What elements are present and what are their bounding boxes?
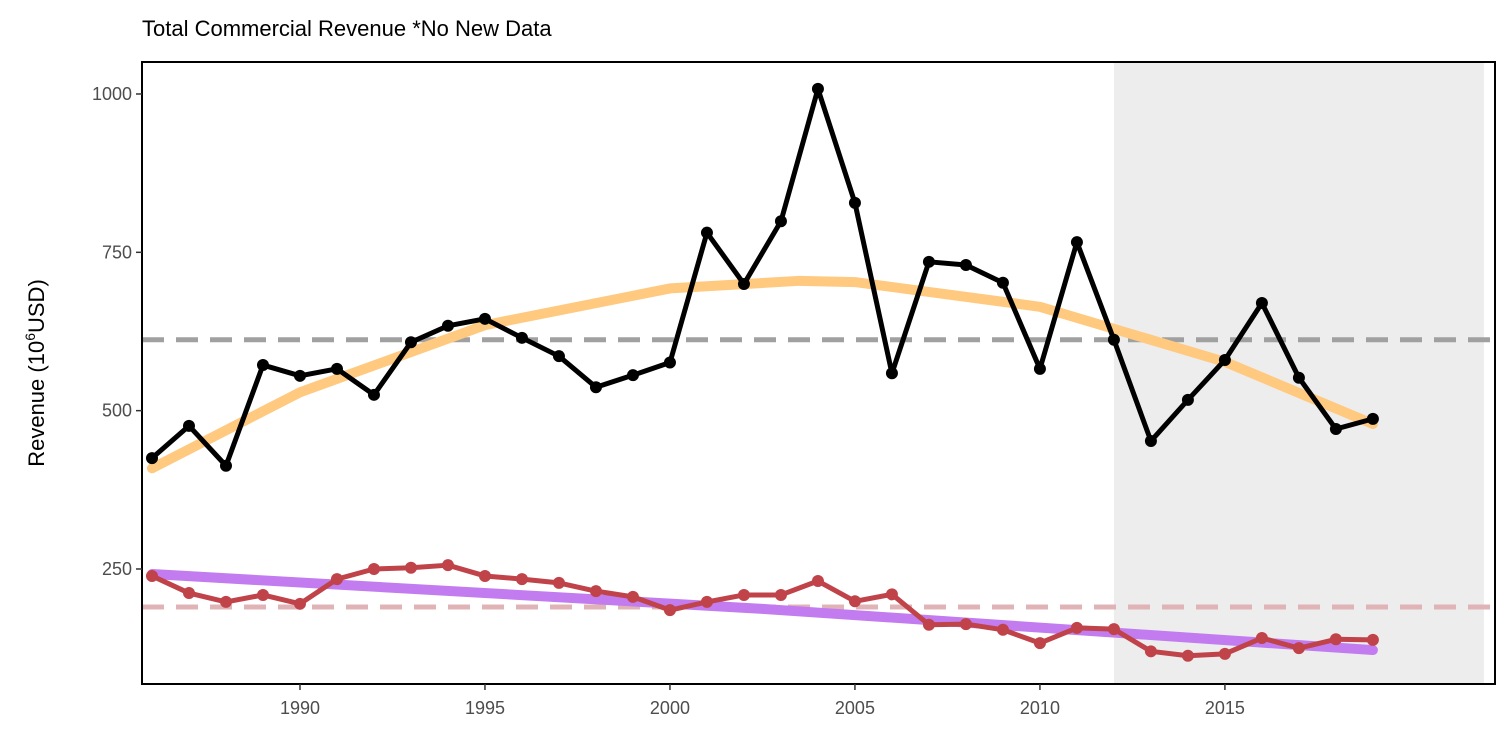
series-line xyxy=(150,86,1374,469)
data-point xyxy=(700,595,713,608)
y-tick-label: 1000 xyxy=(92,84,132,104)
data-point xyxy=(515,573,528,586)
y-label-text: Revenue (10 xyxy=(24,341,49,467)
data-point xyxy=(552,350,565,363)
y-tick-label: 250 xyxy=(102,559,132,579)
data-point xyxy=(1107,623,1120,636)
x-tick-label: 2015 xyxy=(1205,698,1245,718)
data-point xyxy=(1218,647,1231,660)
data-point xyxy=(441,559,454,572)
data-point xyxy=(441,319,454,332)
data-point xyxy=(145,569,158,582)
data-point xyxy=(219,595,232,608)
data-point xyxy=(848,196,861,209)
data-point xyxy=(589,585,602,598)
data-point xyxy=(367,388,380,401)
data-point xyxy=(293,597,306,610)
x-tick-label: 2005 xyxy=(835,698,875,718)
x-tick-label: 2010 xyxy=(1020,698,1060,718)
trend-line xyxy=(146,275,1378,474)
data-point xyxy=(404,336,417,349)
data-point xyxy=(589,381,602,394)
data-point xyxy=(1181,649,1194,662)
data-point xyxy=(256,359,269,372)
data-point xyxy=(700,226,713,239)
series-line xyxy=(150,562,1373,659)
data-point xyxy=(626,369,639,382)
y-label-sup: 6 xyxy=(22,333,38,341)
data-point xyxy=(885,367,898,380)
data-point xyxy=(145,452,158,465)
data-point xyxy=(885,588,898,601)
data-point xyxy=(811,575,824,588)
data-point xyxy=(182,587,195,600)
data-point xyxy=(922,618,935,631)
data-point xyxy=(737,588,750,601)
data-point xyxy=(1070,621,1083,634)
data-point xyxy=(182,419,195,432)
y-label-text: USD) xyxy=(24,279,49,333)
data-point xyxy=(1255,632,1268,645)
data-point xyxy=(1107,333,1120,346)
plot-frame xyxy=(141,61,1496,685)
data-point xyxy=(1366,633,1379,646)
data-point xyxy=(1329,633,1342,646)
data-point xyxy=(219,459,232,472)
data-point xyxy=(1292,371,1305,384)
data-point xyxy=(256,588,269,601)
data-point xyxy=(478,312,491,325)
data-point xyxy=(774,588,787,601)
y-axis-label: Revenue (106USD) xyxy=(22,279,49,467)
data-point xyxy=(922,255,935,268)
data-point xyxy=(478,569,491,582)
data-point xyxy=(663,604,676,617)
data-point xyxy=(737,277,750,290)
data-point xyxy=(1033,362,1046,375)
data-point xyxy=(1070,236,1083,249)
trend-line xyxy=(146,569,1378,656)
data-point xyxy=(1218,353,1231,366)
data-point xyxy=(811,82,824,95)
data-point xyxy=(1033,637,1046,650)
data-point xyxy=(1366,412,1379,425)
data-point xyxy=(1329,423,1342,436)
data-point xyxy=(1144,435,1157,448)
data-point xyxy=(626,590,639,603)
data-point xyxy=(848,595,861,608)
data-point xyxy=(1181,393,1194,406)
chart-title: Total Commercial Revenue *No New Data xyxy=(142,16,552,41)
data-point xyxy=(1144,645,1157,658)
data-point xyxy=(330,573,343,586)
y-tick-label: 750 xyxy=(102,242,132,262)
x-tick-label: 1990 xyxy=(280,698,320,718)
data-point xyxy=(293,369,306,382)
data-point xyxy=(1292,642,1305,655)
data-point xyxy=(959,618,972,631)
data-point xyxy=(552,576,565,589)
data-point xyxy=(330,362,343,375)
x-tick-label: 1995 xyxy=(465,698,505,718)
data-point xyxy=(367,562,380,575)
data-point xyxy=(663,356,676,369)
data-point xyxy=(515,331,528,344)
data-point xyxy=(1255,296,1268,309)
data-point xyxy=(959,258,972,271)
data-point xyxy=(404,561,417,574)
y-tick-label: 500 xyxy=(102,401,132,421)
data-point xyxy=(774,215,787,228)
data-point xyxy=(996,276,1009,289)
data-point xyxy=(996,623,1009,636)
x-tick-label: 2000 xyxy=(650,698,690,718)
